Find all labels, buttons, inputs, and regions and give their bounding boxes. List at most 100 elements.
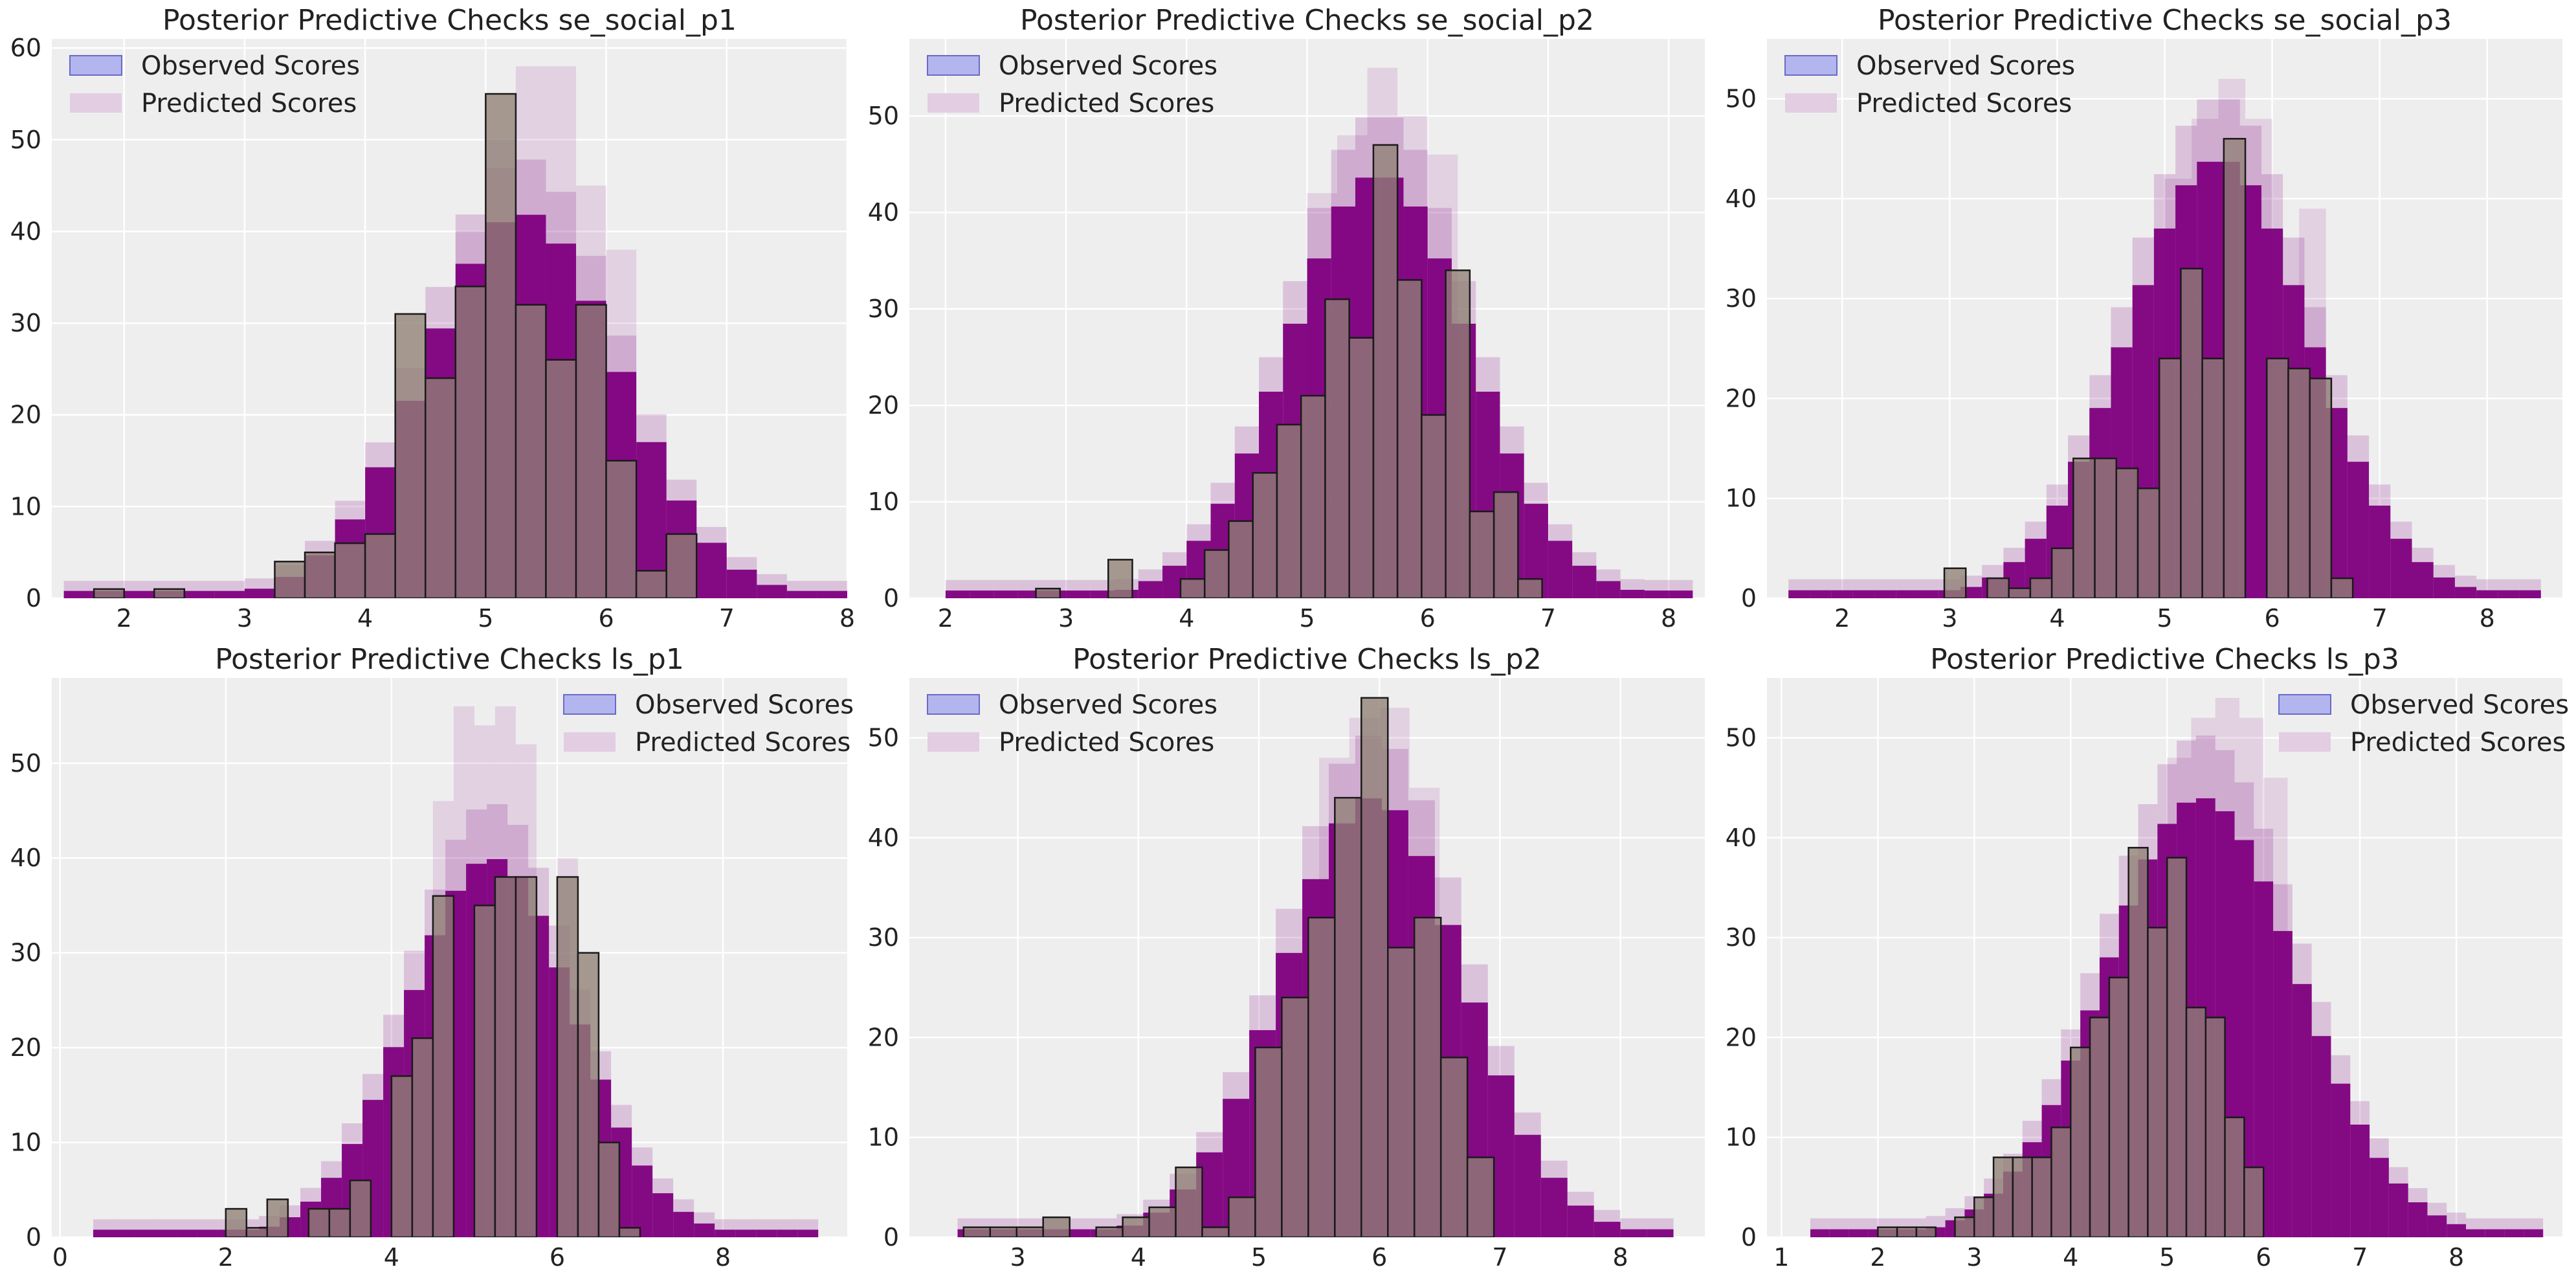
predicted-bar [1810,1229,1830,1237]
predicted-bar [1620,1229,1647,1237]
predicted-bar-outer [696,526,727,598]
predicted-bar-outer [1810,579,1832,598]
predicted-bar-outer [2447,1212,2467,1237]
observed-bar [1396,279,1423,598]
predicted-bar [1138,581,1163,598]
predicted-bar-outer [2350,1101,2370,1237]
predicted-bar [1788,590,1810,598]
legend-label-observed: Observed Scores [2350,690,2569,720]
predicted-bar-outer [1896,579,1918,598]
predicted-bar [1647,1229,1674,1237]
predicted-bar [632,1165,653,1237]
observed-bar [2008,587,2032,598]
predicted-bar-outer [2388,1167,2408,1237]
observed-bar [2050,1127,2072,1237]
y-tick-label: 50 [868,724,899,752]
predicted-bar-outer [63,581,94,598]
predicted-bar-outer [1852,579,1875,598]
chart-panel-4: 0 2 4 6 8 0 10 20 30 40 50 Posterior Predictive Che… [10,643,854,1272]
x-tick-label: 3 [1010,1243,1025,1272]
predicted-bar [2466,1229,2485,1237]
y-tick-label: 0 [883,584,899,612]
observed-bar [1203,549,1230,598]
predicted-bar [2273,930,2293,1237]
predicted-bar [1567,1206,1594,1237]
predicted-bar [114,1229,135,1237]
y-tick-label: 10 [10,1128,41,1157]
observed-bar [605,460,638,598]
predicted-bar-outer [1138,569,1163,598]
predicted-bar-outer [93,1219,115,1237]
observed-bar [618,1227,641,1237]
predicted-bar-outer [2476,579,2498,598]
observed-bar [1954,1216,1975,1237]
legend-swatch-predicted [927,732,979,752]
predicted-bar-outer [2454,576,2477,598]
y-tick-label: 20 [868,1023,899,1051]
predicted-bar [2331,1083,2351,1237]
y-tick-label: 10 [1726,1123,1757,1152]
chart-panel-2: 2 3 4 5 6 7 8 0 10 20 30 40 50 Posterior Predictive C… [868,4,1705,633]
predicted-bar [124,590,155,598]
predicted-bar-outer [1593,1209,1621,1237]
predicted-bar [2408,1202,2428,1237]
x-tick-label: 4 [357,604,373,633]
y-tick-label: 40 [10,844,41,872]
predicted-bar [244,589,275,598]
observed-bar [1372,144,1399,598]
predicted-bar [2412,562,2434,598]
y-tick-label: 50 [1726,85,1757,113]
x-tick-label: 3 [1058,604,1074,633]
predicted-bar-outer [636,414,667,598]
observed-bar [2204,1016,2226,1237]
predicted-max-bar [453,706,474,1237]
observed-bar [1148,1206,1177,1237]
observed-bar [1175,1166,1203,1237]
x-tick-label: 2 [938,604,953,633]
observed-bar [1095,1226,1124,1237]
legend-label-observed: Observed Scores [999,51,1217,81]
legend-label-observed: Observed Scores [141,51,360,81]
predicted-bar-outer [735,1219,757,1237]
observed-bar [473,904,496,1237]
legend-label-predicted: Predicted Scores [999,89,1214,118]
x-tick-label: 6 [2264,604,2280,633]
predicted-bar [2454,587,2477,598]
predicted-bar-outer [786,581,817,598]
x-tick-label: 6 [1420,604,1436,633]
chart-panel-3: 2 3 4 5 6 7 8 0 10 20 30 40 50 Posterior Predictive C… [1726,4,2562,633]
predicted-bar [2447,1224,2467,1237]
predicted-bar [2504,1229,2524,1237]
observed-bar [1421,414,1447,598]
predicted-bar-outer [1540,1160,1568,1237]
observed-bar [328,1207,351,1237]
predicted-bar-outer [1831,579,1853,598]
observed-bar [1201,1226,1230,1237]
predicted-bar [756,1229,777,1237]
x-tick-label: 1 [1773,1243,1789,1272]
predicted-bar [214,590,245,598]
y-tick-label: 0 [1741,1223,1757,1252]
predicted-bar-outer [1647,1218,1674,1237]
predicted-bar-outer [1548,524,1573,598]
legend: Observed Scores Predicted Scores [1784,51,2075,118]
x-tick-label: 6 [1371,1243,1387,1272]
observed-bar [274,561,306,598]
predicted-bar-outer [1572,552,1597,598]
predicted-bar [2388,1183,2408,1237]
legend-label-predicted: Predicted Scores [999,728,1214,758]
observed-bar [307,1207,331,1237]
observed-bar [1348,337,1375,598]
y-tick-label: 10 [868,1123,899,1152]
x-tick-label: 2 [1870,1243,1885,1272]
observed-bar [515,876,538,1237]
predicted-bar [1066,590,1091,598]
observed-bar [2072,457,2096,598]
y-tick-label: 50 [10,749,41,778]
observed-bar [1915,1226,1937,1237]
predicted-bar [1810,590,1832,598]
observed-bar [304,551,336,598]
observed-bar [2029,577,2053,598]
chart-title: Posterior Predictive Checks ls_p3 [1930,643,2399,676]
chart-panel-1: 2 3 4 5 6 7 8 0 10 20 30 40 50 60 Posterior Predictive… [10,4,855,633]
